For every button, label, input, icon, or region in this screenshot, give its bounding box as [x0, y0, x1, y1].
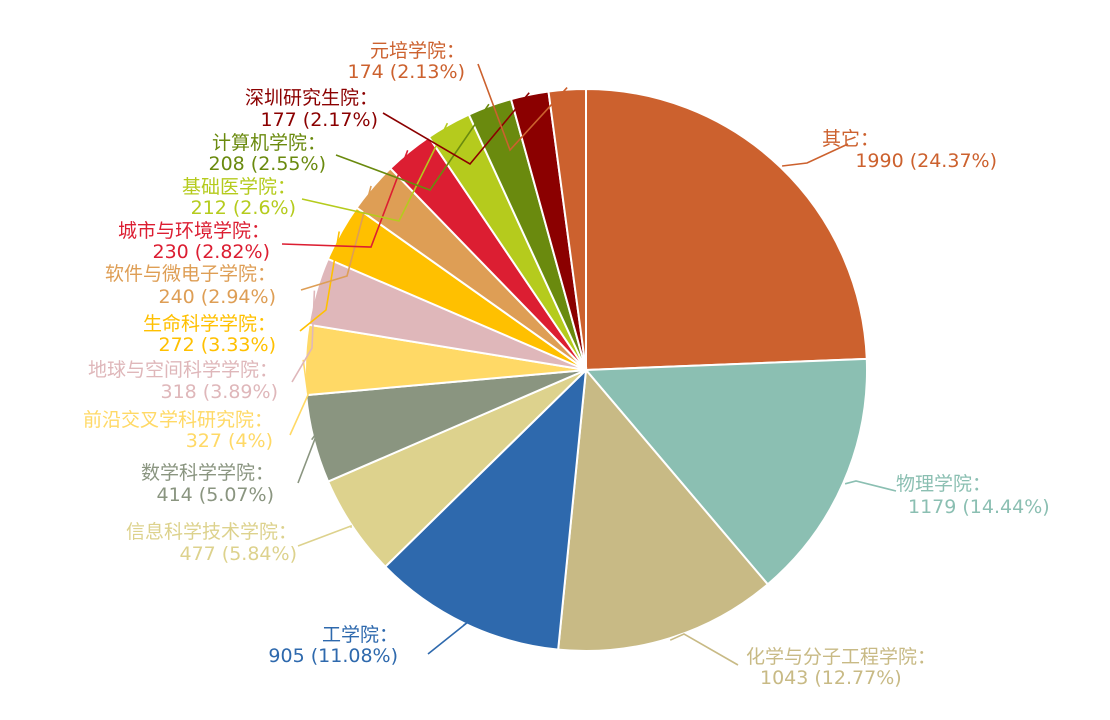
leader-line: [301, 122, 449, 222]
slice-label-name: 其它：: [822, 128, 879, 150]
pie-slice: [383, 367, 588, 651]
leader-line: [382, 92, 530, 166]
slice-label-name: 工学院：: [322, 624, 398, 646]
leader-line: [297, 524, 352, 547]
slice-label-name: 深圳研究生院：: [245, 87, 378, 109]
slice-labels: 其它：1990 (24.37%) 物理学院：1179 (14.44%) 化学与分子工…: [83, 40, 1050, 689]
slice-label-name: 地球与空间科学学院：: [88, 359, 278, 381]
pie-slice: [547, 87, 587, 371]
slice-label-value: 177 (2.17%): [261, 109, 379, 131]
pie-slices: [304, 87, 868, 653]
slice-label-name: 化学与分子工程学院：: [746, 646, 936, 668]
pie-slice: [557, 367, 770, 653]
slice-label-name: 生命科学学院：: [143, 313, 276, 335]
slice-label-value: 272 (3.33%): [159, 334, 277, 356]
slice-label-value: 905 (11.08%): [268, 645, 398, 667]
leader-line: [281, 150, 409, 248]
slice-label-value: 477 (5.84%): [180, 543, 298, 565]
slice-label-name: 前沿交叉学科研究院：: [83, 409, 273, 431]
slice-label-value: 1179 (14.44%): [908, 496, 1050, 518]
slice-label-name: 软件与微电子学院：: [105, 263, 276, 285]
leader-line: [669, 633, 739, 666]
leader-line: [477, 63, 568, 152]
leader-line: [844, 480, 897, 492]
slice-label-value: 1043 (12.77%): [760, 667, 902, 689]
slice-label-name: 信息科学技术学院：: [126, 521, 297, 543]
slice-label-value: 327 (4%): [186, 430, 273, 452]
leader-line: [335, 103, 490, 191]
slice-label-value: 1990 (24.37%): [855, 150, 997, 172]
slice-label-value: 212 (2.6%): [191, 197, 296, 219]
slice-label-value: 240 (2.94%): [159, 286, 277, 308]
slice-label-name: 元培学院：: [370, 40, 465, 62]
leader-line: [297, 430, 319, 484]
leader-line: [427, 621, 469, 655]
slice-label-value: 318 (3.89%): [161, 381, 279, 403]
leader-lines: [281, 63, 897, 666]
slice-label-value: 174 (2.13%): [348, 61, 466, 83]
leader-line: [300, 185, 372, 291]
leader-line: [299, 231, 340, 332]
leader-line: [291, 290, 316, 383]
pie-slice: [585, 87, 868, 372]
slice-label-value: 414 (5.07%): [157, 484, 275, 506]
leader-line: [782, 143, 849, 167]
slice-label-name: 基础医学院：: [182, 176, 296, 198]
slice-label-value: 208 (2.55%): [209, 153, 327, 175]
slice-label-value: 230 (2.82%): [153, 241, 271, 263]
slice-label-name: 物理学院：: [896, 473, 991, 495]
leader-line: [289, 359, 309, 436]
slice-label-name: 计算机学院：: [212, 132, 326, 154]
pie-slice: [583, 357, 868, 586]
slice-label-name: 数学科学学院：: [141, 462, 274, 484]
slice-label-name: 城市与环境学院：: [118, 220, 270, 242]
